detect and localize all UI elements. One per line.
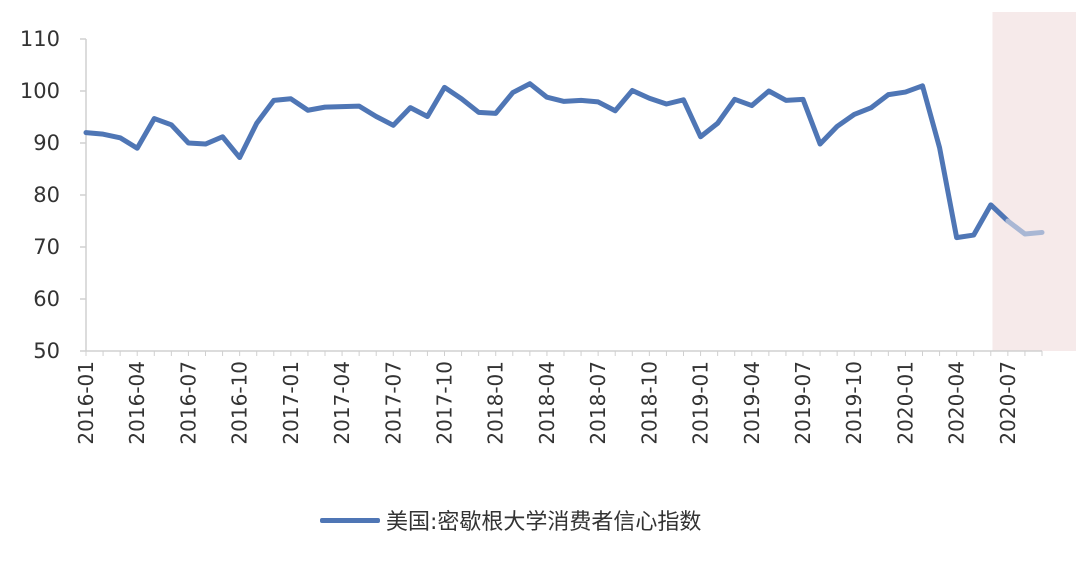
x-tick-label: 2016-04 — [125, 361, 149, 445]
highlight-region — [992, 12, 1076, 351]
y-tick-label: 80 — [33, 183, 60, 207]
legend-label: 美国:密歇根大学消费者信心指数 — [386, 510, 702, 535]
x-tick-label: 2019-10 — [842, 361, 866, 445]
x-tick-label: 2017-04 — [330, 361, 354, 445]
y-tick-label: 110 — [20, 27, 60, 51]
y-axis: 50 60 70 80 90 100 110 — [20, 27, 87, 363]
x-tick-label: 2016-07 — [176, 361, 200, 445]
series-line — [83, 81, 1011, 241]
x-tick-label: 2018-04 — [535, 361, 559, 445]
x-tick-label: 2016-10 — [228, 361, 252, 445]
x-tick-label: 2019-04 — [740, 361, 764, 445]
x-tick-label: 2020-01 — [893, 361, 917, 445]
x-tick-label: 2019-01 — [689, 361, 713, 445]
x-tick-label: 2020-07 — [996, 361, 1020, 445]
x-axis: 2016-01 2016-04 2016-07 2016-10 2017-01 2017-… — [74, 350, 1043, 445]
x-tick-label: 2016-01 — [74, 361, 98, 445]
y-tick-label: 100 — [20, 79, 60, 103]
x-tick-label: 2017-01 — [279, 361, 303, 445]
x-tick-label: 2017-10 — [433, 361, 457, 445]
series-lines — [83, 81, 1045, 241]
legend-swatch — [320, 517, 380, 523]
y-tick-label: 90 — [33, 131, 60, 155]
y-tick-label: 50 — [33, 339, 60, 363]
y-tick-label: 60 — [33, 287, 60, 311]
x-tick-label: 2018-10 — [637, 361, 661, 445]
x-tick-label: 2019-07 — [791, 361, 815, 445]
x-tick-label: 2017-07 — [381, 361, 405, 445]
legend: 美国:密歇根大学消费者信心指数 — [320, 504, 701, 536]
y-tick-label: 70 — [33, 235, 60, 259]
x-tick-label: 2018-07 — [586, 361, 610, 445]
x-tick-label: 2020-04 — [945, 361, 969, 445]
x-tick-label: 2018-01 — [484, 361, 508, 445]
